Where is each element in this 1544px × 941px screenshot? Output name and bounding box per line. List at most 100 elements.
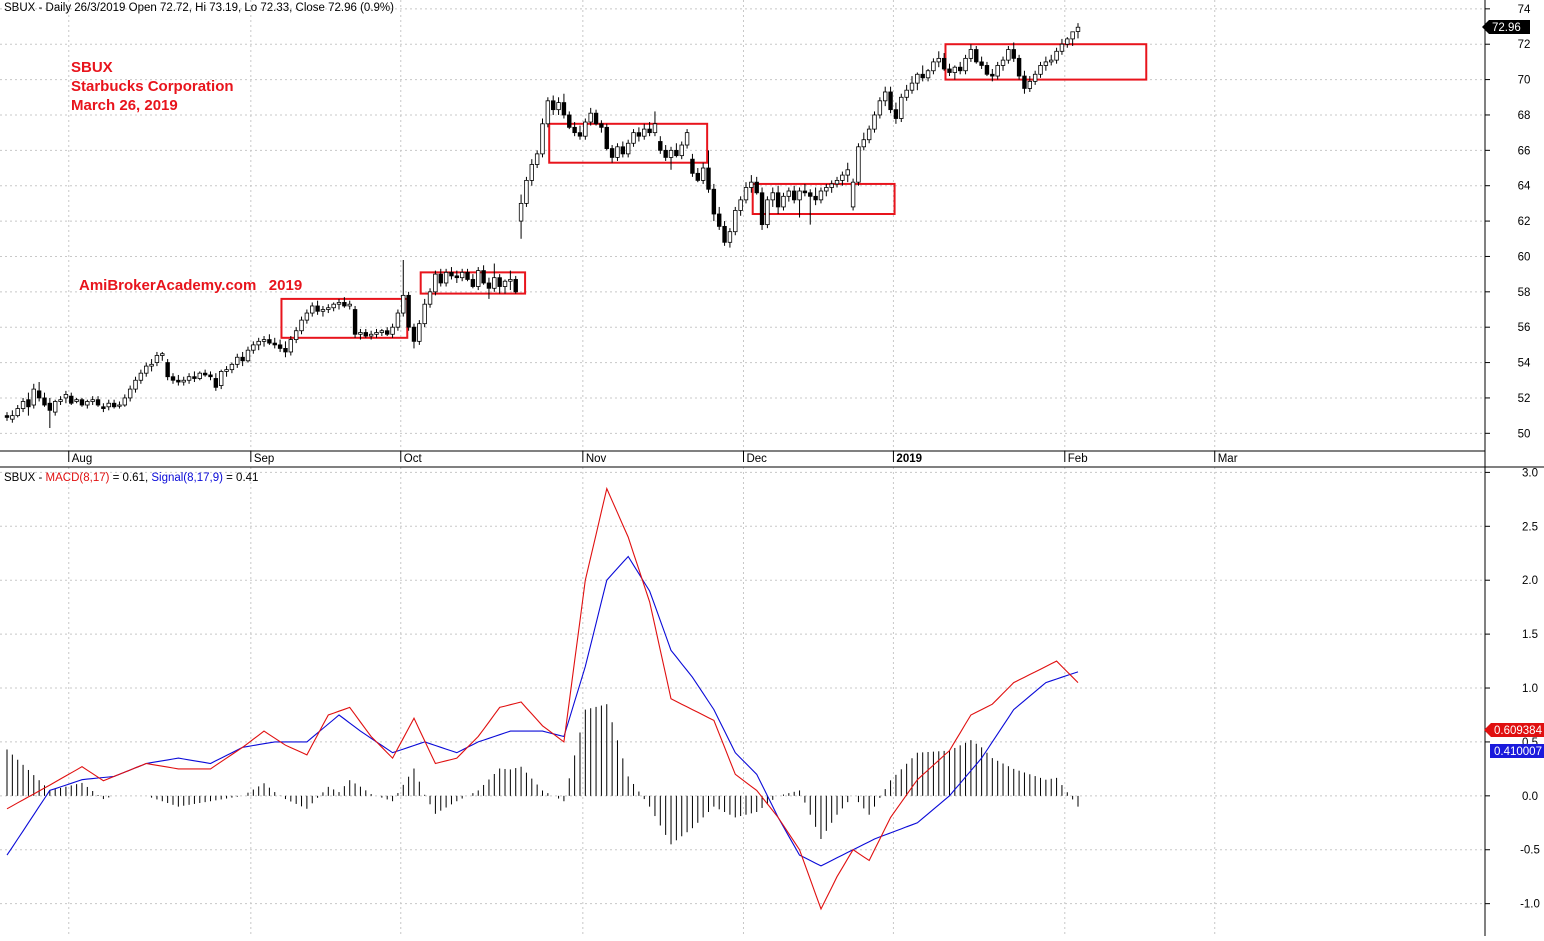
candle-body [700,167,706,181]
candle [267,334,272,345]
candle-body [277,344,283,349]
candle [288,336,294,356]
candle-body [524,179,529,204]
candle [636,127,642,142]
candle [192,371,197,383]
candle [1070,31,1075,46]
candle-body [299,319,304,332]
candle [315,300,320,315]
candle-body [931,61,936,72]
candle [502,279,508,294]
candle-body [834,179,840,185]
candle [465,268,470,282]
candle-body [797,190,802,201]
candle [872,111,877,133]
candle-body [636,132,642,137]
candle [551,95,556,115]
candle-body [411,326,417,342]
candle [390,323,395,338]
candle-body [984,65,990,75]
candle [561,93,567,119]
candle [947,63,952,77]
candle [470,274,476,289]
candle [791,185,797,204]
candle [1016,54,1022,80]
price-tick-label: 66 [1518,145,1531,157]
candle-body [422,303,427,325]
candle-body [454,275,460,279]
candle [829,180,834,193]
candle [1059,38,1065,55]
candle [909,76,915,94]
candle [10,410,15,423]
candle [893,102,899,124]
candle-body [609,148,615,158]
candle [663,145,668,161]
candle-body [968,49,974,59]
candle-body [1049,59,1054,63]
candle-body [1027,80,1033,89]
candle-body [915,73,920,84]
candle-body [647,128,652,134]
candle [695,168,700,183]
candle-body [625,142,631,155]
candle-body [802,190,808,194]
macd-header-prefix: SBUX - [4,472,46,484]
candle [845,162,850,183]
price-tick-label: 62 [1518,216,1531,228]
macd-tick-label: -0.5 [1520,845,1540,857]
candle-body [122,397,128,406]
candle [583,118,588,140]
candle [642,123,647,140]
candle-body [20,401,26,409]
candle [310,302,315,317]
candle-body [336,302,342,305]
candle [1075,23,1081,39]
consolidation-box [548,122,709,164]
candle [920,65,925,82]
candle [133,376,138,393]
candle [52,399,58,416]
candle-body [722,225,727,243]
candle [79,397,85,407]
candle-body [593,112,599,125]
consolidation-box [419,271,527,295]
candle-body [1065,38,1070,45]
candle-body [481,270,486,284]
candle-body [160,353,165,356]
candle-body [658,141,663,151]
macd-tick-label: 1.0 [1522,683,1538,695]
macd-header-macd-value: = 0.61, [109,472,151,484]
candle-body [754,181,759,194]
candle-body [497,277,502,287]
candle [331,302,336,312]
candle-body [117,404,122,407]
candle-body [1016,57,1022,77]
candle [856,143,861,186]
candle [1027,76,1033,92]
candle-body [561,102,567,116]
candle-body [63,394,69,399]
watermark-text: AmiBrokerAcademy.com 2019 [79,277,302,294]
candle [395,309,401,331]
candle [208,371,213,381]
candle-body [615,146,620,158]
candle [144,362,149,377]
candle-body [508,279,513,282]
candle [235,353,240,368]
candle-body [979,61,984,66]
candle-body [385,330,390,335]
candle-body [529,164,534,181]
candle-body [358,332,363,335]
candle-body [208,374,213,378]
candle [481,265,486,285]
candle-body [149,363,154,367]
candle [47,397,53,429]
candle-body [738,199,743,211]
candle [567,111,572,130]
candle-body [406,294,411,328]
candle [138,369,144,384]
candle [931,58,936,75]
candle [422,298,427,328]
candle [620,141,626,158]
